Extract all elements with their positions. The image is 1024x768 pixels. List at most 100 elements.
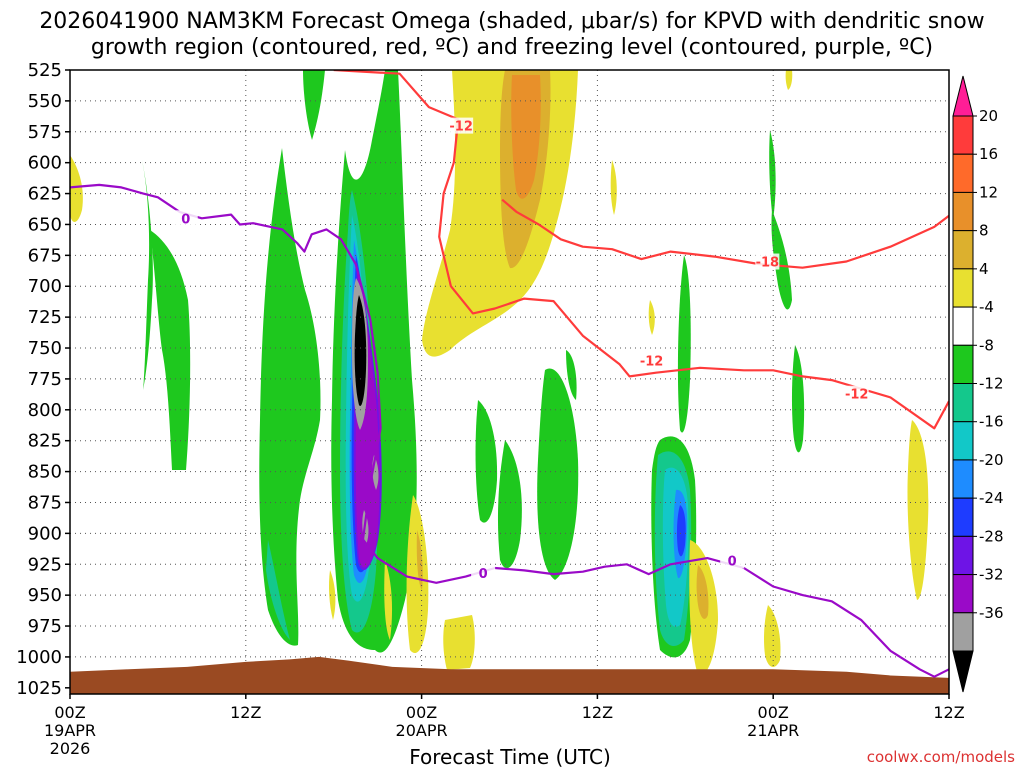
pressure-tick-label: 850: [28, 462, 62, 483]
freezing-label-b-bg: [471, 564, 496, 581]
colorbar-tick-label: -28: [979, 527, 1004, 545]
colorbar-swatch: [952, 230, 974, 270]
pressure-tick-label: 625: [28, 184, 62, 205]
pressure-tick-label: 600: [28, 153, 62, 174]
freezing-label-b: 0: [479, 567, 488, 582]
pressure-tick-label: 825: [28, 431, 62, 452]
dgz-upper-label: -12: [449, 120, 473, 135]
time-tick-date: 19APR: [44, 721, 96, 740]
time-tick-label: 12Z: [933, 703, 964, 722]
pressure-tick-label: 875: [28, 492, 62, 513]
colorbar-swatch: [952, 153, 974, 193]
omega-neg4-shade: [142, 160, 153, 390]
omega-pos8-shade: [696, 565, 709, 619]
colorbar-tick-label: 8: [979, 222, 989, 240]
colorbar-bottom-arrow: [952, 650, 974, 693]
pressure-tick-label: 800: [28, 400, 62, 421]
omega-neg8-shade: [266, 540, 290, 640]
colorbar-swatch: [952, 535, 974, 576]
omega-pos4-shade: [406, 495, 429, 654]
pressure-tick-label: 525: [28, 60, 62, 81]
dgz-lower-label-b: -12: [845, 388, 869, 403]
colorbar-tick-label: -36: [979, 604, 1004, 622]
x-axis-label: Forecast Time (UTC): [409, 745, 611, 768]
pressure-tick-label: 1000: [16, 647, 62, 668]
pressure-tick-label: 975: [28, 616, 62, 637]
colorbar-swatch: [952, 383, 974, 423]
colorbar-tick-label: -16: [979, 413, 1004, 431]
contour-labels: -12 -18 -12 -12 0 0 0: [173, 117, 869, 582]
colorbar-swatch: [952, 612, 974, 652]
pressure-tick-label: 675: [28, 245, 62, 266]
colorbar-tick-label: 12: [979, 183, 998, 201]
omega-neg20-shade: [676, 505, 686, 557]
colorbar-tick-label: -8: [979, 336, 994, 354]
omega-neg4-shade: [537, 368, 579, 580]
dgz-lower-label-a: -12: [640, 354, 664, 369]
dgz-lower-label-b-bg: [844, 385, 869, 402]
omega-pos4-shade: [443, 615, 475, 670]
freezing-label-a-bg: [173, 210, 198, 227]
pressure-tick-label: 775: [28, 369, 62, 390]
colorbar-tick-label: -20: [979, 451, 1004, 469]
time-tick-label: 00Z: [406, 703, 437, 722]
colorbar-tick-label: 20: [979, 107, 998, 125]
omega-pos4-shade: [384, 560, 393, 640]
pressure-tick-label: 550: [28, 91, 62, 112]
freezing-label-c: 0: [728, 555, 737, 570]
colorbar-tick-label: 4: [979, 260, 989, 278]
dgz-mid-label-bg: [755, 253, 780, 270]
colorbar-swatch: [952, 344, 974, 384]
dgz-mid-contour: [501, 198, 949, 269]
pressure-tick-label: 950: [28, 585, 62, 606]
pressure-tick-label: 925: [28, 554, 62, 575]
omega-neg4-shade: [303, 70, 325, 140]
omega-pos4-shade: [648, 300, 655, 335]
colorbar-swatch: [952, 459, 974, 499]
omega-neg4-shade: [566, 350, 577, 400]
freezing-label-a: 0: [181, 212, 190, 227]
freezing-label-c-bg: [720, 552, 745, 569]
colorbar-tick-label: 16: [979, 145, 998, 163]
colorbar-swatch: [952, 421, 974, 461]
chart-title-line-1: 2026041900 NAM3KM Forecast Omega (shaded…: [39, 9, 984, 34]
colorbar-tick-label: -12: [979, 375, 1004, 393]
omega-pos4-shade: [764, 605, 781, 667]
colorbar-tick-label: -4: [979, 298, 994, 316]
colorbar-swatch: [952, 268, 974, 308]
colorbar-swatch: [952, 497, 974, 537]
chart-title-line-2: growth region (contoured, red, ºC) and f…: [91, 35, 933, 60]
colorbar-top-arrow: [952, 75, 974, 117]
dgz-upper-contour: [333, 70, 949, 430]
omega-neg4-shade: [791, 345, 805, 453]
colorbar-tick-label: -32: [979, 566, 1004, 584]
pressure-tick-label: 1025: [16, 678, 62, 699]
pressure-tick-label: 750: [28, 338, 62, 359]
omega-pos4-shade: [785, 70, 793, 90]
time-tick-label: 00Z: [54, 703, 85, 722]
omega-neg4-shade: [259, 148, 321, 646]
omega-neg36-shade: [354, 295, 367, 406]
time-tick-date: 21APR: [747, 721, 799, 740]
plot-frame: [69, 69, 950, 695]
site-credit: coolwx.com/models: [867, 748, 1015, 766]
omega-pos4-shade: [70, 155, 83, 222]
pressure-tick-label: 650: [28, 214, 62, 235]
terrain-area: [70, 656, 949, 694]
pressure-tick-label: 725: [28, 307, 62, 328]
time-tick-label: 12Z: [230, 703, 261, 722]
time-tick-year: 2026: [50, 739, 91, 758]
omega-neg4-shade: [475, 400, 498, 523]
omega-pos4-shade: [329, 570, 336, 620]
colorbar: 20 16 12 8 4 -4 -8 -12 -16 -20 -24 -28 -32 -36: [952, 75, 1004, 693]
pressure-tick-label: 900: [28, 523, 62, 544]
omega-neg4-shade: [677, 255, 691, 433]
omega-neg4-shade: [771, 210, 792, 310]
grid-lines: [70, 70, 949, 694]
time-tick-label: 00Z: [758, 703, 789, 722]
colorbar-swatch: [952, 306, 974, 346]
dgz-upper-label-bg: [449, 117, 474, 134]
omega-shading: [70, 70, 929, 676]
